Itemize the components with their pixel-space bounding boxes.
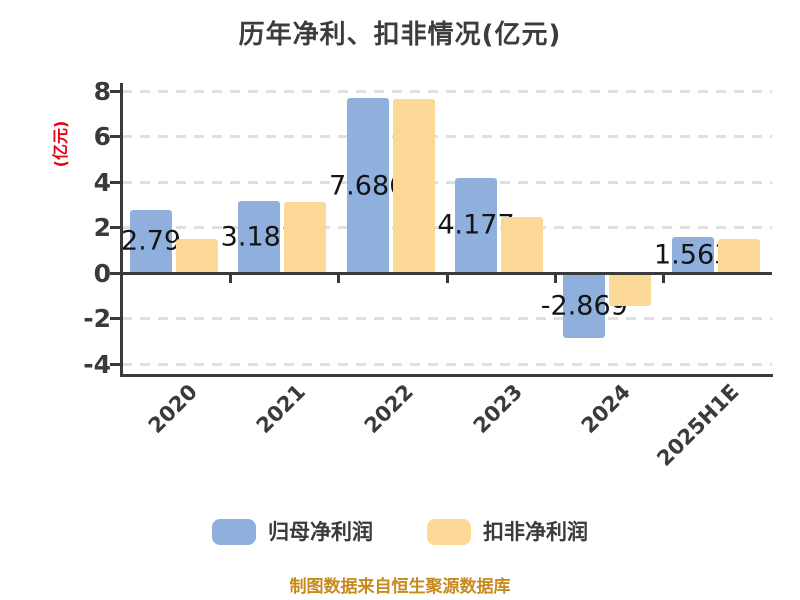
bar-value-label: 2.79 — [120, 225, 182, 257]
legend-label-deducted-profit: 扣非净利润 — [483, 519, 588, 544]
x-tick-mark — [445, 274, 449, 283]
y-tick-mark — [110, 362, 122, 366]
y-tick-mark — [110, 317, 122, 320]
x-tick-mark — [662, 274, 666, 283]
gridline-y4 — [122, 180, 772, 184]
x-axis-label-2020: 2020 — [143, 379, 202, 438]
legend-label-net-profit: 归母净利润 — [268, 519, 373, 544]
y-tick-label: -2 — [83, 304, 111, 333]
x-axis-label-2021: 2021 — [251, 379, 311, 438]
y-tick-label: 2 — [93, 213, 111, 242]
bar-net-profit-2020 — [130, 209, 172, 273]
plot-area: 8 6 4 2 0 -2 -4 2.79 2020 3.181 2021 7.686 2022 4.177… — [83, 79, 773, 471]
bar-net-profit-2024 — [563, 273, 606, 339]
legend-item-deducted-profit: 扣非净利润 — [427, 519, 588, 545]
legend-swatch-blue — [212, 519, 256, 545]
x-tick-mark — [553, 274, 557, 283]
chart-title: 历年净利、扣非情况(亿元) — [238, 20, 562, 50]
x-axis-label-2023: 2023 — [468, 379, 527, 438]
bar-deducted-2021 — [284, 202, 327, 273]
gridline-y2 — [122, 226, 772, 229]
bar-deducted-2022 — [392, 99, 435, 273]
bar-deducted-2023 — [501, 217, 543, 273]
y-tick-mark — [110, 180, 122, 184]
x-tick-mark — [337, 274, 341, 283]
y-axis-title: (亿元) — [51, 120, 70, 168]
source-note: 制图数据来自恒生聚源数据库 — [289, 577, 511, 597]
x-tick-mark — [228, 274, 232, 283]
legend-item-net-profit: 归母净利润 — [212, 519, 373, 545]
y-tick-mark — [110, 226, 122, 229]
y-tick-mark — [110, 89, 122, 93]
legend-swatch-orange — [427, 519, 471, 545]
gridline-y-4 — [122, 362, 772, 366]
x-axis-label-2025H1E: 2025H1E — [652, 379, 744, 471]
x-axis-label-2024: 2024 — [576, 379, 636, 438]
y-tick-label: 8 — [93, 76, 111, 106]
gridline-y-2 — [122, 317, 772, 320]
gridline-y8 — [122, 89, 772, 93]
y-tick-mark — [110, 271, 122, 275]
gridline-y6 — [122, 135, 772, 138]
y-tick-label: 0 — [93, 258, 111, 288]
y-tick-label: 4 — [93, 167, 111, 197]
y-tick-label: 6 — [93, 122, 111, 151]
bar-net-profit-2022 — [346, 98, 389, 273]
y-tick-label: -4 — [83, 349, 111, 379]
x-axis-bottom-line — [120, 374, 773, 377]
x-axis-label-2022: 2022 — [360, 379, 419, 438]
bar-net-profit-2021 — [238, 200, 281, 273]
bar-deducted-2024 — [609, 273, 652, 306]
zero-baseline — [122, 271, 772, 275]
bar-net-profit-2025H1E — [671, 237, 714, 273]
y-tick-mark — [110, 135, 122, 138]
y-axis-line — [120, 83, 123, 377]
bar-deducted-2025H1E — [717, 238, 760, 273]
bar-deducted-2020 — [176, 238, 218, 273]
legend: 归母净利润 扣非净利润 — [0, 519, 800, 545]
bar-net-profit-2023 — [455, 177, 497, 273]
